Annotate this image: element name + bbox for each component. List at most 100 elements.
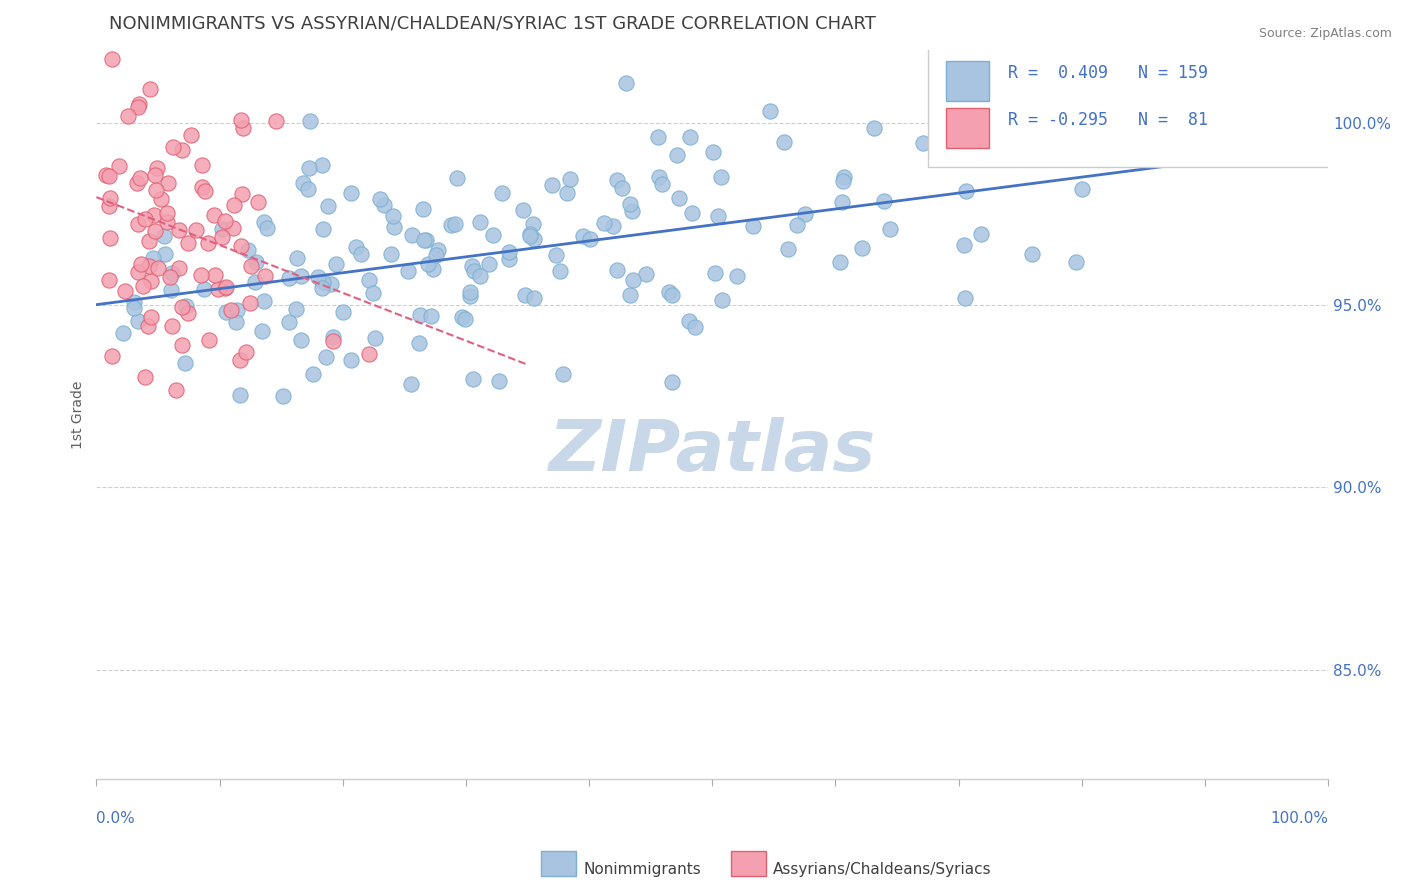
Point: [266, 114, 288, 128]
Point: [710, 169, 733, 184]
Point: [169, 223, 191, 237]
Text: R =  0.409   N = 159: R = 0.409 N = 159: [1008, 63, 1208, 81]
Point: [498, 245, 520, 260]
Point: [422, 262, 444, 277]
FancyBboxPatch shape: [928, 46, 1334, 167]
Point: [291, 176, 314, 190]
Point: [127, 218, 149, 232]
Point: [953, 291, 976, 305]
Point: [142, 251, 165, 265]
Point: [661, 375, 683, 389]
Point: [955, 184, 977, 198]
Point: [235, 344, 257, 359]
Point: [610, 181, 633, 195]
Point: [190, 268, 212, 282]
Point: [665, 148, 688, 162]
Point: [287, 251, 309, 265]
Text: Assyrians/Chaldeans/Syriacs: Assyrians/Chaldeans/Syriacs: [773, 863, 991, 877]
Point: [245, 255, 267, 269]
Point: [228, 388, 250, 402]
Point: [368, 192, 391, 206]
Point: [134, 0, 156, 6]
Point: [127, 265, 149, 279]
Point: [621, 273, 644, 287]
Point: [239, 259, 262, 273]
Point: [98, 169, 121, 183]
Point: [513, 288, 536, 302]
Point: [523, 232, 546, 246]
Point: [311, 281, 333, 295]
Point: [408, 335, 430, 350]
Point: [307, 270, 329, 285]
Point: [301, 367, 323, 381]
Point: [460, 289, 482, 303]
Point: [602, 219, 624, 233]
Point: [278, 271, 301, 285]
Point: [177, 305, 200, 319]
Point: [271, 389, 294, 403]
Point: [136, 319, 159, 334]
Point: [668, 191, 690, 205]
Point: [231, 113, 253, 128]
Point: [243, 275, 266, 289]
Point: [226, 302, 249, 317]
Point: [184, 223, 207, 237]
Point: [101, 53, 124, 67]
Point: [128, 97, 150, 112]
Point: [619, 287, 641, 301]
Point: [156, 206, 179, 220]
Point: [134, 211, 156, 226]
Point: [312, 221, 335, 235]
Point: [150, 193, 173, 207]
Point: [412, 233, 434, 247]
Point: [215, 280, 238, 294]
Point: [177, 235, 200, 250]
Point: [357, 347, 380, 361]
Point: [139, 82, 162, 96]
Point: [614, 76, 637, 90]
Point: [98, 231, 121, 245]
Point: [239, 295, 262, 310]
Point: [141, 310, 163, 324]
Point: [131, 278, 153, 293]
Point: [463, 263, 485, 277]
Point: [340, 186, 363, 200]
Point: [167, 261, 190, 276]
Point: [681, 206, 703, 220]
Point: [172, 143, 194, 157]
Point: [128, 170, 150, 185]
Point: [412, 202, 434, 216]
Point: [481, 228, 503, 243]
Point: [231, 187, 253, 202]
FancyBboxPatch shape: [946, 108, 990, 148]
Point: [759, 103, 782, 118]
Point: [742, 219, 765, 233]
Point: [172, 300, 194, 314]
Point: [214, 214, 236, 228]
Point: [725, 268, 748, 283]
Point: [194, 185, 217, 199]
Point: [159, 270, 181, 285]
Point: [165, 383, 187, 397]
FancyBboxPatch shape: [946, 61, 990, 101]
Point: [316, 199, 339, 213]
Point: [415, 233, 437, 247]
Point: [702, 145, 724, 160]
Point: [523, 291, 546, 305]
Point: [114, 284, 136, 298]
Point: [148, 261, 170, 276]
Point: [153, 229, 176, 244]
Point: [198, 334, 221, 348]
Point: [658, 285, 681, 300]
Point: [444, 217, 467, 231]
Y-axis label: 1st Grade: 1st Grade: [72, 380, 86, 449]
Point: [340, 352, 363, 367]
Point: [160, 318, 183, 333]
Point: [793, 207, 815, 221]
Text: Source: ZipAtlas.com: Source: ZipAtlas.com: [1258, 27, 1392, 40]
Point: [297, 182, 319, 196]
Point: [236, 243, 259, 257]
Point: [160, 266, 183, 280]
Point: [222, 221, 245, 235]
Point: [225, 315, 247, 329]
